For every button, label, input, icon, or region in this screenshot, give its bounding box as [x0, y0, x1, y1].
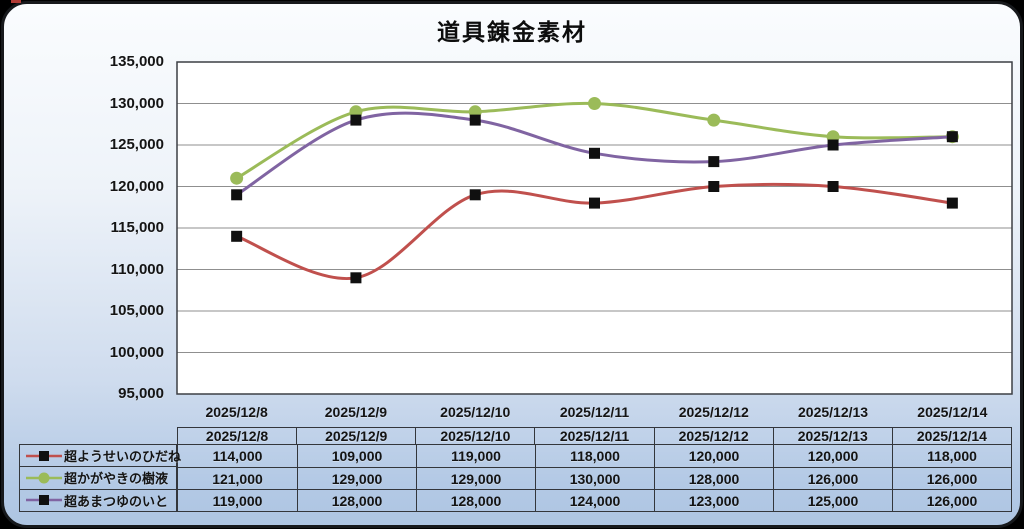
series-marker-square	[350, 114, 362, 126]
table-cell: 118,000	[892, 445, 1011, 467]
table-cell: 126,000	[892, 489, 1011, 511]
y-axis-tick-label: 115,000	[110, 219, 164, 236]
table-cell: 128,000	[654, 467, 773, 489]
series-marker-square	[469, 189, 481, 201]
series-marker-circle	[230, 171, 244, 185]
legend-key-icon	[26, 472, 62, 484]
legend-row: 超あまつゆのいと	[20, 488, 176, 511]
series-marker-square	[231, 189, 243, 201]
y-axis-tick-label: 100,000	[109, 343, 164, 361]
y-axis-tick-label: 120,000	[109, 177, 164, 195]
legend-row: 超ようせいのひだね	[20, 445, 181, 466]
table-cell: 123,000	[654, 489, 773, 511]
series-marker-circle	[707, 113, 721, 127]
x-axis-tick-label: 2025/12/8	[205, 404, 268, 420]
y-axis-tick-label: 105,000	[109, 302, 164, 319]
series-marker-square	[589, 197, 600, 209]
series-marker-square	[469, 114, 481, 126]
x-axis-tick-label: 2025/12/12	[678, 404, 749, 420]
y-axis-tick-label: 125,000	[109, 136, 164, 153]
table-cell: 126,000	[892, 467, 1011, 489]
x-axis-tick-label: 2025/12/10	[440, 404, 511, 420]
plot-border	[176, 61, 1013, 395]
screen-edge-artifact	[11, 0, 21, 3]
legend-column: 超ようせいのひだね 超かがやきの樹液 超あまつゆのいと	[19, 444, 181, 512]
table-cell: 114,000	[212, 448, 263, 464]
table-cell: 129,000	[297, 467, 416, 489]
line-chart-plot	[176, 61, 1013, 395]
chart-title: 道具錬金素材	[437, 19, 587, 45]
y-axis-tick-label: 110,000	[110, 260, 164, 278]
x-axis-tick-label: 2025/12/9	[324, 404, 388, 420]
x-axis-tick-label: 2025/12/13	[798, 404, 869, 420]
table-cell: 130,000	[535, 467, 654, 489]
legend-key-icon	[26, 450, 62, 461]
table-cell: 128,000	[297, 489, 416, 511]
series-marker-square	[946, 197, 958, 209]
table-cell: 125,000	[773, 489, 892, 511]
x-axis-tick-label: 2025/12/14	[917, 404, 988, 420]
series-marker-square	[231, 230, 243, 242]
table-cell: 109,000	[297, 445, 416, 467]
table-cell: 121,000	[178, 467, 297, 489]
series-marker-square	[946, 131, 958, 143]
series-marker-square	[589, 147, 600, 159]
legend-label: 超かがやきの樹液	[64, 471, 169, 487]
table-cell: 129,000	[416, 467, 535, 489]
series-marker-square	[708, 181, 720, 192]
legend-label: 超あまつゆのいと	[64, 493, 169, 509]
series-marker-square	[827, 181, 839, 192]
series-marker-circle	[588, 97, 601, 110]
series-marker-square	[350, 272, 362, 284]
series-marker-square	[827, 139, 839, 151]
series-marker-square	[708, 156, 720, 168]
table-header-cell: 2025/12/9	[296, 428, 415, 444]
x-axis-tick-label: 2025/12/11	[559, 404, 630, 420]
table-cell: 119,000	[178, 489, 297, 511]
table-header-cell: 2025/12/8	[205, 428, 269, 444]
price-table-header-row: 2025/12/8 2025/12/9 2025/12/10 2025/12/11 20…	[177, 427, 1012, 445]
table-cell: 126,000	[773, 467, 892, 489]
table-cell: 119,000	[416, 445, 535, 467]
table-header-cell: 2025/12/11	[534, 428, 653, 444]
table-cell: 124,000	[535, 489, 654, 511]
table-cell: 120,000	[773, 445, 892, 467]
table-header-cell: 2025/12/14	[891, 428, 1011, 444]
table-header-cell: 2025/12/13	[772, 428, 892, 444]
table-cell: 118,000	[535, 445, 654, 467]
y-axis-tick-label: 130,000	[109, 94, 164, 112]
legend-key-icon	[26, 495, 62, 506]
legend-label: 超ようせいのひだね	[64, 449, 182, 465]
y-axis-tick-label: 95,000	[118, 385, 164, 402]
price-table-grid: 114,000 109,000 119,000 118,000 120,000 120,0…	[177, 444, 1012, 512]
y-axis-tick-label: 135,000	[109, 53, 164, 70]
table-header-cell: 2025/12/12	[653, 428, 773, 444]
table-cell: 128,000	[416, 489, 535, 511]
legend-row: 超かがやきの樹液	[20, 466, 176, 488]
table-header-cell: 2025/12/10	[415, 428, 534, 444]
table-cell: 120,000	[654, 445, 773, 467]
